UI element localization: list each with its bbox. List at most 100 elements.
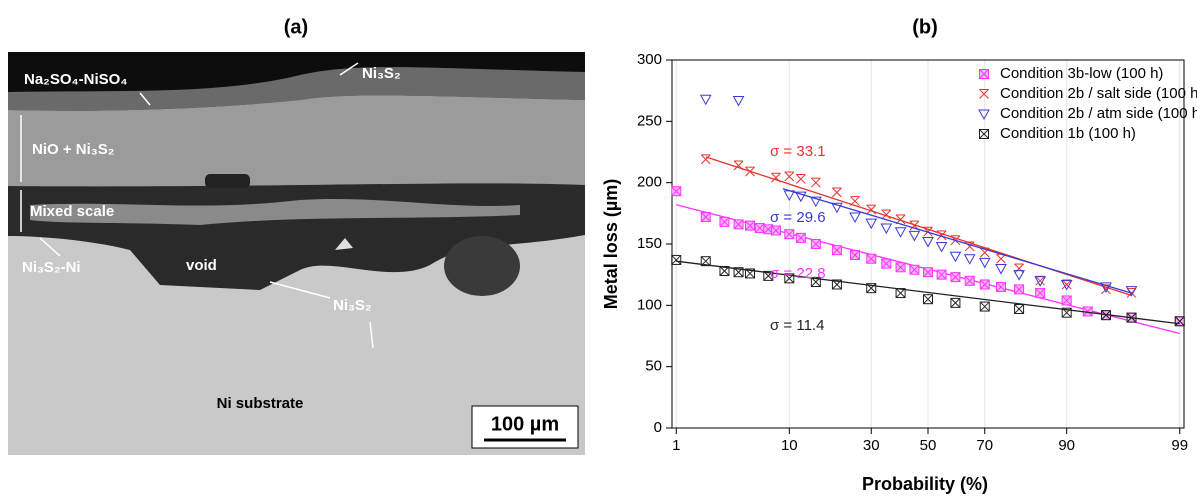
marker xyxy=(850,196,860,206)
marker xyxy=(770,225,781,236)
marker-stroke xyxy=(784,273,795,284)
marker xyxy=(1061,307,1072,318)
marker xyxy=(923,294,933,305)
y-tick-label: 150 xyxy=(637,235,662,252)
marker-stroke xyxy=(1061,279,1072,290)
marker-stroke xyxy=(832,245,842,255)
annotation: σ = 11.4 xyxy=(770,317,824,334)
marker xyxy=(881,209,892,220)
marker-shape xyxy=(831,202,843,214)
marker-stroke xyxy=(909,264,920,275)
marker-stroke xyxy=(671,255,682,265)
marker xyxy=(950,272,961,283)
y-tick-label: 100 xyxy=(637,296,662,313)
marker-stroke xyxy=(1014,263,1024,274)
marker-stroke xyxy=(719,217,730,227)
plot: 1 10 30 50 70 90 99 0 50 100 150 200 250 300 σ = 22.8 σ… xyxy=(637,51,1197,454)
marker xyxy=(783,190,796,201)
marker xyxy=(865,218,878,230)
marker-shape xyxy=(794,191,807,203)
marker xyxy=(963,254,976,265)
marker-shape xyxy=(1101,310,1112,321)
marker xyxy=(700,212,711,223)
annotation: σ = 33.1 xyxy=(770,143,826,160)
marker xyxy=(700,154,711,165)
marker-stroke xyxy=(1126,312,1137,323)
marker-stroke xyxy=(850,196,860,206)
marker-shape xyxy=(979,129,989,139)
marker xyxy=(978,109,990,121)
marker-stroke xyxy=(923,267,933,278)
marker-stroke xyxy=(763,271,774,281)
marker xyxy=(950,297,961,308)
marker-stroke xyxy=(1101,310,1111,321)
marker-stroke xyxy=(700,212,711,222)
y-tick-label: 50 xyxy=(645,358,662,375)
marker-stroke xyxy=(754,223,765,233)
marker-shape xyxy=(744,268,755,279)
marker-shape xyxy=(995,264,1007,275)
marker-shape xyxy=(1014,304,1025,315)
marker xyxy=(1014,263,1024,274)
marker-shape xyxy=(979,301,990,312)
marker-shape xyxy=(1034,276,1047,287)
marker-stroke xyxy=(810,277,821,287)
marker xyxy=(936,230,947,241)
marker-stroke xyxy=(866,283,877,294)
marker-shape xyxy=(700,256,711,267)
marker xyxy=(895,262,906,273)
x-tick-label: 1 xyxy=(672,437,680,454)
marker xyxy=(732,95,745,107)
marker-shape xyxy=(935,241,948,253)
marker-stroke xyxy=(936,230,947,241)
marker-stroke xyxy=(733,267,744,278)
micrograph xyxy=(8,52,585,455)
marker xyxy=(1014,284,1025,295)
marker-stroke xyxy=(1174,316,1185,327)
marker-stroke xyxy=(810,177,821,188)
marker xyxy=(995,264,1007,275)
marker xyxy=(745,166,755,177)
marker xyxy=(831,202,843,214)
marker-stroke xyxy=(979,69,989,79)
marker xyxy=(1100,282,1112,293)
x-tick-label: 10 xyxy=(781,437,798,454)
marker-shape xyxy=(849,212,861,224)
marker-shape xyxy=(763,270,774,281)
marker-stroke xyxy=(964,241,975,252)
x-tick-label: 90 xyxy=(1058,437,1075,454)
marker xyxy=(831,279,842,290)
marker-stroke xyxy=(1035,288,1046,298)
marker-stroke xyxy=(1061,295,1072,306)
x-tick-label: 50 xyxy=(920,437,937,454)
marker xyxy=(880,223,893,235)
marker-shape xyxy=(783,190,796,201)
marker xyxy=(1035,288,1046,299)
marker xyxy=(700,256,711,267)
marker xyxy=(979,69,989,79)
marker-shape xyxy=(908,230,921,242)
chart-title: (b) xyxy=(912,16,938,38)
marker-shape xyxy=(1060,279,1073,291)
marker-stroke xyxy=(771,225,781,236)
marker-stroke xyxy=(895,288,906,298)
marker-stroke xyxy=(700,154,711,165)
marker-shape xyxy=(922,237,934,248)
marker xyxy=(784,229,795,240)
marker-shape xyxy=(978,109,990,121)
marker-shape xyxy=(671,254,682,265)
marker-shape xyxy=(963,254,976,265)
marker xyxy=(849,212,861,224)
marker-stroke xyxy=(881,258,892,269)
marker-shape xyxy=(784,273,795,284)
marker xyxy=(699,94,712,106)
legend-label: Condition 2b / atm side (100 h) xyxy=(1000,105,1197,122)
marker-stroke xyxy=(832,279,842,290)
x-tick-label: 70 xyxy=(976,437,993,454)
marker-shape xyxy=(831,279,842,290)
marker-stroke xyxy=(923,294,933,305)
marker-stroke xyxy=(745,166,755,177)
y-axis-label: Metal loss (µm) xyxy=(601,179,621,309)
marker-shape xyxy=(1013,270,1025,281)
